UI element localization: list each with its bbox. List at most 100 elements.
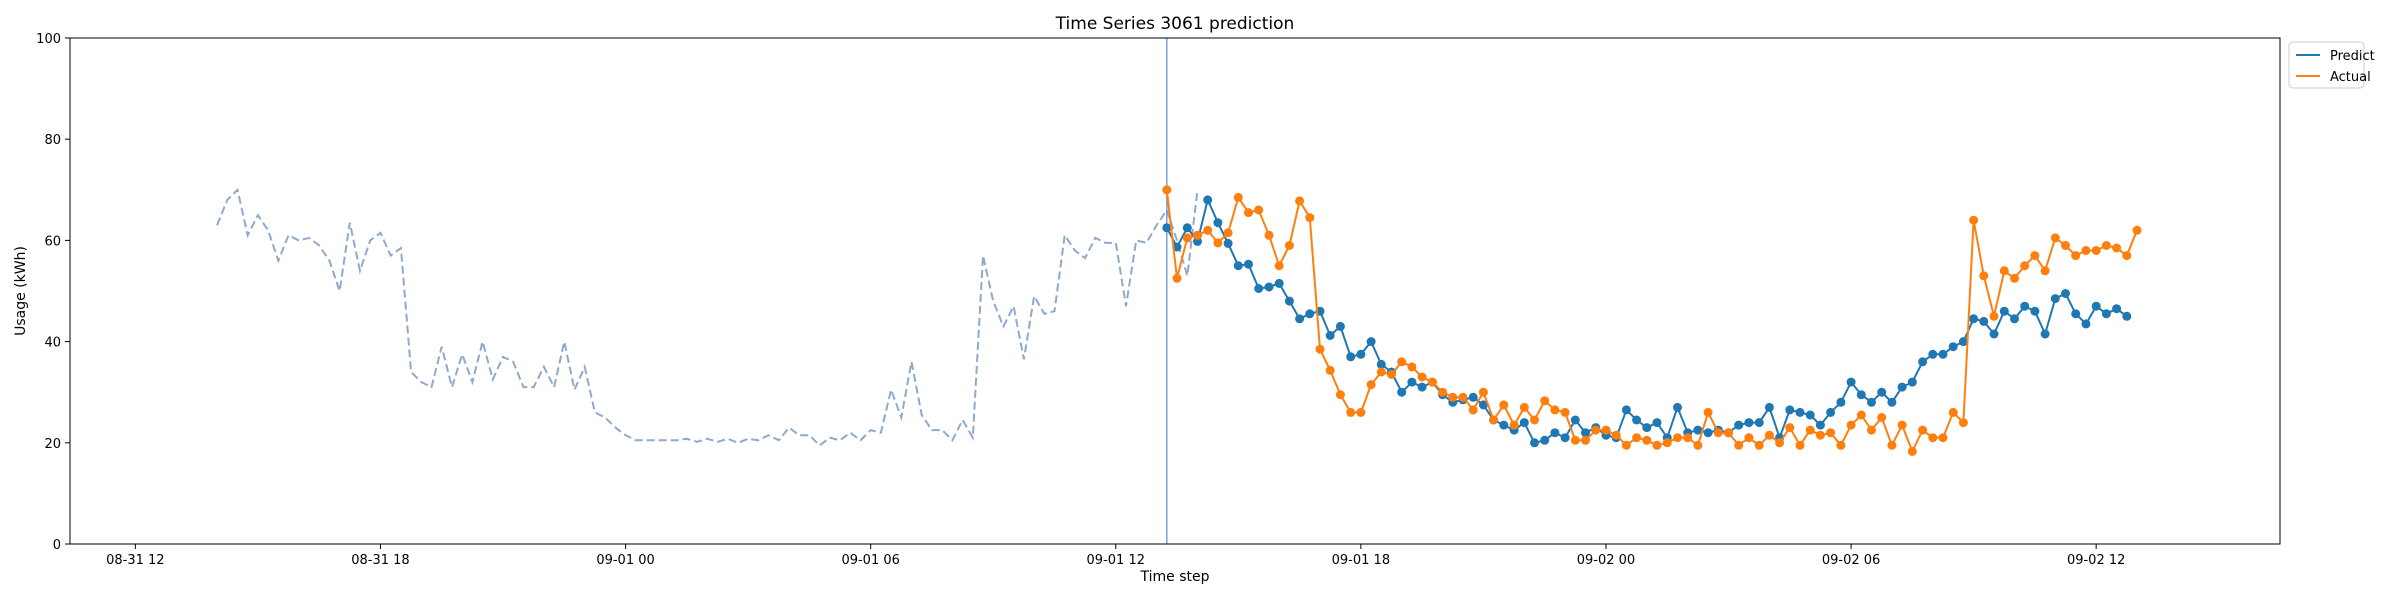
actual-point bbox=[1182, 233, 1192, 243]
actual-point bbox=[1815, 430, 1825, 440]
actual-point bbox=[1683, 433, 1693, 443]
actual-point bbox=[1938, 433, 1948, 443]
predict-point bbox=[1673, 402, 1682, 412]
actual-point bbox=[1948, 407, 1958, 417]
actual-point bbox=[2010, 273, 2019, 283]
actual-point bbox=[2040, 266, 2050, 276]
predict-point bbox=[1325, 331, 1335, 340]
actual-point bbox=[1601, 425, 1611, 435]
actual-point bbox=[1193, 230, 1202, 240]
y-axis: 0 20 40 60 80 100 bbox=[36, 32, 70, 553]
actual-point bbox=[1417, 372, 1427, 382]
actual-point bbox=[1611, 430, 1621, 440]
predict-point bbox=[1907, 377, 1917, 387]
predict-point bbox=[1376, 359, 1386, 369]
actual-point bbox=[1877, 413, 1887, 422]
predict-point bbox=[2020, 301, 2030, 311]
predict-point bbox=[1652, 418, 1662, 428]
x-tick-label: 09-01 00 bbox=[596, 553, 654, 568]
actual-point bbox=[1856, 410, 1866, 420]
predict-point bbox=[1223, 238, 1233, 248]
predict-point bbox=[1468, 392, 1478, 402]
predict-point bbox=[1397, 387, 1407, 397]
y-tick-label: 80 bbox=[44, 133, 61, 148]
predict-point bbox=[1346, 352, 1356, 362]
actual-point bbox=[1713, 428, 1723, 438]
actual-point bbox=[1530, 415, 1539, 425]
actual-point bbox=[1969, 215, 1979, 225]
actual-point bbox=[1989, 311, 1999, 321]
predict-point bbox=[1284, 296, 1294, 306]
predict-point bbox=[1918, 357, 1928, 367]
actual-point bbox=[1397, 357, 1407, 367]
actual-point bbox=[1448, 392, 1458, 402]
actual-point bbox=[1907, 446, 1917, 456]
plot-area bbox=[216, 38, 2142, 544]
actual-point bbox=[1387, 370, 1396, 379]
predict-point bbox=[1754, 418, 1764, 428]
x-tick-label: 09-01 18 bbox=[1332, 553, 1390, 568]
actual-point bbox=[1764, 430, 1774, 440]
actual-point bbox=[1826, 428, 1836, 438]
actual-point bbox=[1172, 273, 1182, 283]
predict-point bbox=[1969, 314, 1979, 324]
x-tick-label: 09-01 06 bbox=[841, 553, 899, 568]
actual-point bbox=[2091, 246, 2101, 255]
predict-point bbox=[1989, 329, 1999, 339]
actual-point bbox=[1621, 440, 1631, 450]
y-tick-label: 40 bbox=[44, 336, 61, 351]
legend-actual-label: Actual bbox=[2330, 70, 2371, 85]
y-tick-label: 0 bbox=[53, 538, 61, 553]
predict-point bbox=[1938, 349, 1948, 359]
actual-point bbox=[1489, 415, 1499, 425]
actual-point bbox=[1734, 440, 1744, 450]
actual-point bbox=[1744, 433, 1754, 443]
predict-point bbox=[1703, 428, 1713, 438]
predict-point bbox=[1356, 349, 1366, 359]
predict-point bbox=[1499, 420, 1509, 430]
actual-point bbox=[2122, 251, 2132, 261]
actual-point bbox=[1264, 230, 1274, 240]
actual-point bbox=[1213, 238, 1223, 248]
predict-point bbox=[1172, 242, 1182, 252]
predict-point bbox=[1530, 438, 1539, 448]
predict-point bbox=[1295, 314, 1305, 324]
actual-point bbox=[1999, 266, 2009, 276]
actual-point bbox=[2112, 243, 2122, 253]
actual-point bbox=[1540, 396, 1550, 406]
y-tick-label: 100 bbox=[36, 32, 61, 47]
predict-point bbox=[1836, 397, 1846, 407]
predict-point bbox=[1877, 387, 1887, 397]
predict-point bbox=[2050, 294, 2060, 304]
actual-point bbox=[1775, 438, 1785, 448]
actual-point bbox=[1509, 420, 1519, 430]
actual-point bbox=[1223, 228, 1233, 238]
predict-point bbox=[2071, 309, 2081, 319]
actual-point bbox=[1560, 407, 1570, 417]
actual-point bbox=[1499, 400, 1509, 410]
predict-point bbox=[1570, 415, 1580, 425]
actual-point bbox=[1754, 440, 1764, 450]
predict-point bbox=[1887, 397, 1897, 407]
actual-point bbox=[1591, 425, 1601, 435]
actual-point bbox=[1928, 433, 1938, 443]
predict-point bbox=[2030, 306, 2040, 316]
actual-point bbox=[1427, 377, 1437, 387]
actual-point bbox=[1867, 425, 1876, 435]
predict-point bbox=[1846, 377, 1856, 387]
predict-point bbox=[2061, 289, 2070, 298]
predict-point bbox=[2112, 304, 2122, 314]
actual-point bbox=[1315, 344, 1325, 354]
actual-point bbox=[1795, 440, 1805, 450]
predict-point bbox=[1621, 405, 1631, 415]
predict-point bbox=[2122, 311, 2132, 321]
predict-point bbox=[1632, 415, 1642, 425]
actual-point bbox=[1693, 440, 1703, 450]
predict-point bbox=[1162, 223, 1172, 233]
actual-point bbox=[1458, 392, 1468, 402]
actual-point bbox=[1438, 387, 1448, 397]
actual-point bbox=[1703, 407, 1713, 417]
x-axis-label: Time step bbox=[1140, 569, 1210, 585]
